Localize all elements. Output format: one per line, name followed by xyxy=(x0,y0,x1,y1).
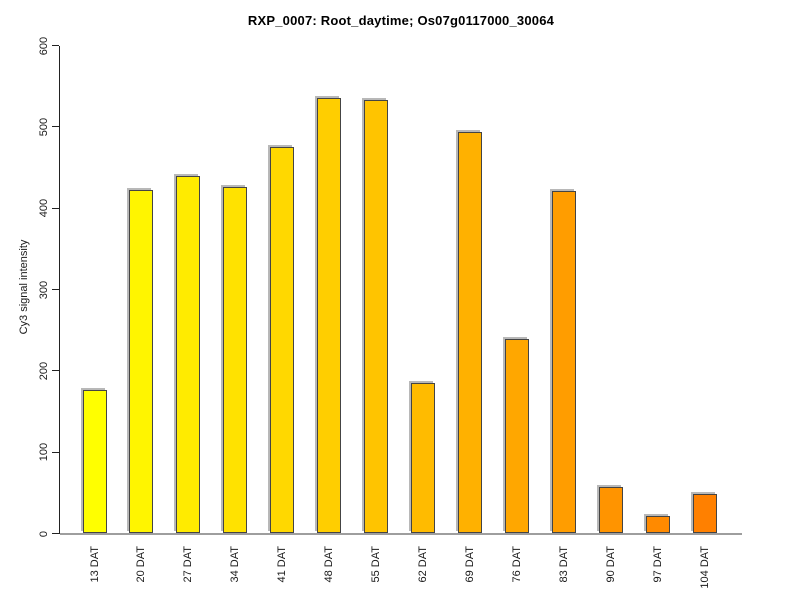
x-tick-label: 55 DAT xyxy=(370,546,383,583)
y-tick-label: 300 xyxy=(38,280,50,299)
x-tick-label: 69 DAT xyxy=(464,546,477,583)
bar-104-dat xyxy=(692,494,717,534)
bar-13-dat xyxy=(82,390,107,534)
x-tick-label: 27 DAT xyxy=(182,546,195,583)
bar-41-dat xyxy=(270,147,295,534)
y-tick-label: 200 xyxy=(38,361,50,381)
x-tick-label: 90 DAT xyxy=(604,546,617,583)
y-tick-label: 600 xyxy=(38,36,50,55)
x-tick-label: 13 DAT xyxy=(88,546,101,583)
y-axis-title: Cy3 signal intensity xyxy=(18,239,30,335)
x-tick-label: 62 DAT xyxy=(417,546,430,583)
y-tick-mark xyxy=(52,451,59,453)
bar-69-dat xyxy=(458,131,483,534)
x-tick-label: 76 DAT xyxy=(511,546,524,583)
x-tick-label: 104 DAT xyxy=(698,546,711,589)
bar-34-dat xyxy=(223,187,248,534)
y-tick-mark xyxy=(52,126,59,128)
y-tick-label: 500 xyxy=(38,117,50,137)
bar-20-dat xyxy=(129,190,154,534)
y-tick-mark xyxy=(52,289,59,290)
chart-title: RXP_0007: Root_daytime; Os07g0117000_300… xyxy=(247,13,555,28)
bar-97-dat xyxy=(645,515,670,534)
x-tick-label: 48 DAT xyxy=(323,546,336,583)
x-tick-label: 34 DAT xyxy=(229,546,242,583)
bar-55-dat xyxy=(364,99,389,534)
y-tick-label: 400 xyxy=(38,198,50,218)
x-axis-line xyxy=(59,533,742,535)
y-tick-label: 0 xyxy=(38,530,50,537)
x-tick-label: 41 DAT xyxy=(276,546,289,583)
y-tick-mark xyxy=(52,370,59,372)
y-tick-label: 100 xyxy=(38,442,50,462)
bar-62-dat xyxy=(411,383,436,534)
x-tick-label: 20 DAT xyxy=(135,546,148,583)
x-tick-label: 97 DAT xyxy=(651,546,664,583)
bar-83-dat xyxy=(552,191,576,534)
y-axis-line xyxy=(59,45,60,534)
bar-76-dat xyxy=(505,339,530,534)
y-tick-mark xyxy=(52,533,59,534)
bar-90-dat xyxy=(598,487,623,534)
y-tick-mark xyxy=(52,45,59,46)
x-tick-label: 83 DAT xyxy=(558,546,570,583)
y-tick-mark xyxy=(52,207,59,209)
bar-27-dat xyxy=(176,176,201,534)
bar-48-dat xyxy=(317,98,342,534)
